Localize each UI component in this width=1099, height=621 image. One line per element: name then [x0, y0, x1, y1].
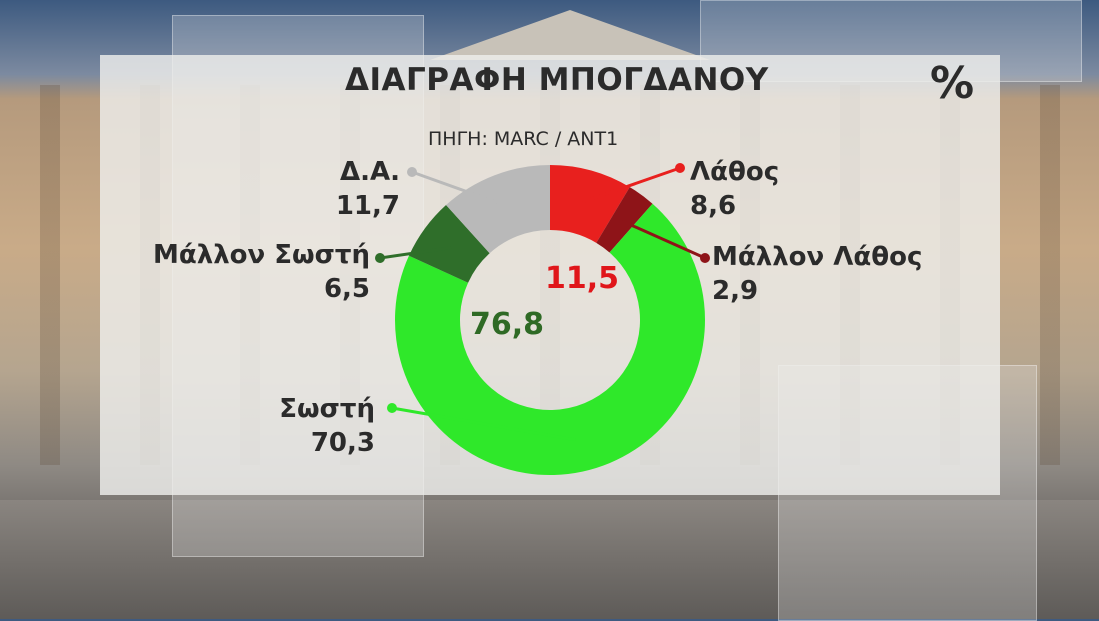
slice-name: Σωστή: [279, 394, 375, 424]
slice-label-lathos: Λάθος 8,6: [690, 155, 779, 223]
slice-value: 6,5: [323, 274, 370, 304]
leader-line: [411, 170, 507, 208]
donut-slice: [596, 187, 653, 253]
slice-value: 2,9: [712, 276, 759, 306]
slice-label-mallon-sosti: Μάλλον Σωστή 6,5: [100, 238, 370, 306]
group-total-right: 76,8: [470, 307, 545, 342]
unit-label: %: [930, 58, 975, 109]
leader-line: [391, 406, 576, 442]
slice-name: Μάλλον Σωστή: [153, 240, 370, 270]
slice-name: Λάθος: [690, 157, 780, 187]
group-total-wrong: 11,5: [545, 261, 620, 296]
chart-title: ΔΙΑΓΡΑΦΗ ΜΠΟΓΔΑΝΟΥ: [345, 62, 769, 98]
slice-name: Μάλλον Λάθος: [712, 242, 923, 272]
donut-slice: [550, 165, 630, 243]
slice-name: Δ.Α.: [340, 157, 400, 187]
slice-label-da: Δ.Α. 11,7: [300, 155, 400, 223]
donut-slice: [408, 205, 490, 283]
leader-line: [582, 166, 681, 204]
background-pediment: [430, 10, 710, 60]
slice-value: 70,3: [310, 428, 375, 458]
leader-line: [379, 246, 452, 260]
leader-dot: [387, 403, 397, 413]
leader-dot: [675, 163, 685, 173]
slice-label-sosti: Σωστή 70,3: [250, 392, 375, 460]
leader-line: [621, 219, 706, 260]
leader-dot: [375, 253, 385, 263]
source-label: ΠΗΓΗ: MARC / ΑΝΤ1: [428, 128, 619, 150]
slice-value: 11,7: [335, 191, 400, 221]
leader-dot: [407, 167, 417, 177]
donut-slice: [395, 203, 706, 475]
donut-slice: [446, 165, 550, 254]
background-square: [0, 500, 1099, 619]
slice-value: 8,6: [690, 191, 737, 221]
slice-label-mallon-lathos: Μάλλον Λάθος 2,9: [712, 240, 922, 308]
leader-dot: [700, 253, 710, 263]
